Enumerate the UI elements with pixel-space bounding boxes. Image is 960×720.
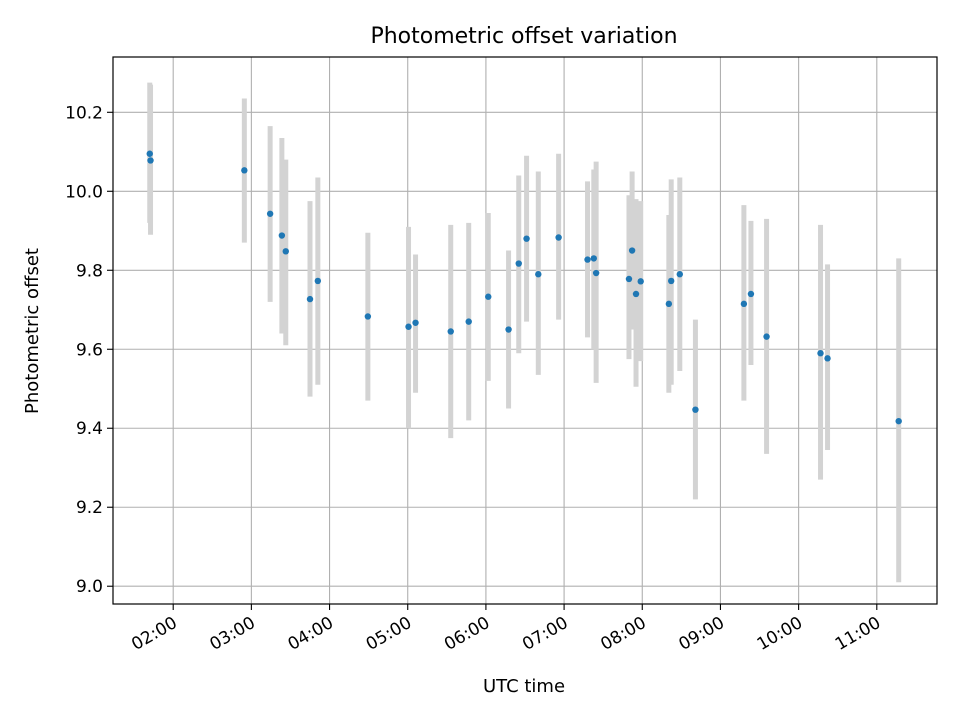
plot-frame <box>112 56 938 605</box>
y-tick-label: 9.0 <box>76 577 103 597</box>
x-tick-label: 10:00 <box>754 613 806 655</box>
data-point <box>405 323 412 330</box>
data-point <box>590 255 597 262</box>
grid <box>113 57 937 604</box>
data-point <box>306 295 314 303</box>
x-tick-label: 02:00 <box>128 613 180 655</box>
x-tick-label: 05:00 <box>363 613 415 655</box>
data-point <box>740 300 748 308</box>
y-tick-label: 9.2 <box>76 498 103 518</box>
y-tick-label: 10.2 <box>65 103 103 123</box>
chart-title: Photometric offset variation <box>370 24 677 49</box>
data-point <box>515 260 522 267</box>
data-point <box>314 277 322 285</box>
data-point <box>676 271 683 278</box>
data-point <box>628 247 636 254</box>
data-point <box>412 319 419 326</box>
data-point <box>241 167 248 174</box>
data-point <box>667 277 675 285</box>
data-point <box>763 333 770 340</box>
x-tick-label: 09:00 <box>676 613 728 655</box>
data-point <box>465 318 472 325</box>
data-point <box>747 290 755 298</box>
x-tick-label: 04:00 <box>285 613 337 655</box>
data-point <box>147 157 154 164</box>
y-tick-label: 9.6 <box>76 340 103 360</box>
data-point <box>665 300 673 308</box>
data-point <box>282 248 289 255</box>
x-tick-label: 03:00 <box>206 613 258 655</box>
data-point <box>632 290 640 298</box>
x-tick-label: 07:00 <box>519 613 571 655</box>
data-point <box>824 355 831 362</box>
x-tick-label: 11:00 <box>832 613 884 655</box>
data-point <box>447 328 454 335</box>
y-tick-label: 10.0 <box>65 182 103 202</box>
data-point <box>278 232 286 239</box>
data-point <box>485 293 492 300</box>
x-tick-label: 06:00 <box>441 613 493 655</box>
data-point <box>535 271 542 278</box>
y-axis-label: Photometric offset <box>22 248 43 414</box>
data-point <box>817 350 824 357</box>
data-point <box>555 234 562 241</box>
data-point <box>146 150 153 157</box>
data-point <box>505 326 512 333</box>
data-point <box>584 256 591 263</box>
x-axis-label: UTC time <box>483 676 565 697</box>
y-axis-ticks: 9.0 9.2 9.4 9.6 9.8 10.0 10.2 <box>65 103 113 597</box>
y-tick-label: 9.8 <box>76 261 103 281</box>
data-point <box>266 210 274 217</box>
x-axis-ticks: 02:00 03:00 04:00 05:00 06:00 07:00 08:00 09:00… <box>128 604 884 655</box>
data-point <box>364 313 372 320</box>
data-point <box>625 275 633 283</box>
data-point <box>895 417 902 425</box>
data-point <box>692 406 699 413</box>
y-tick-label: 9.4 <box>76 419 103 439</box>
data-point <box>523 235 530 242</box>
data-point <box>637 278 644 285</box>
data-markers <box>146 150 902 425</box>
x-tick-label: 08:00 <box>597 613 649 655</box>
data-point <box>592 269 600 277</box>
